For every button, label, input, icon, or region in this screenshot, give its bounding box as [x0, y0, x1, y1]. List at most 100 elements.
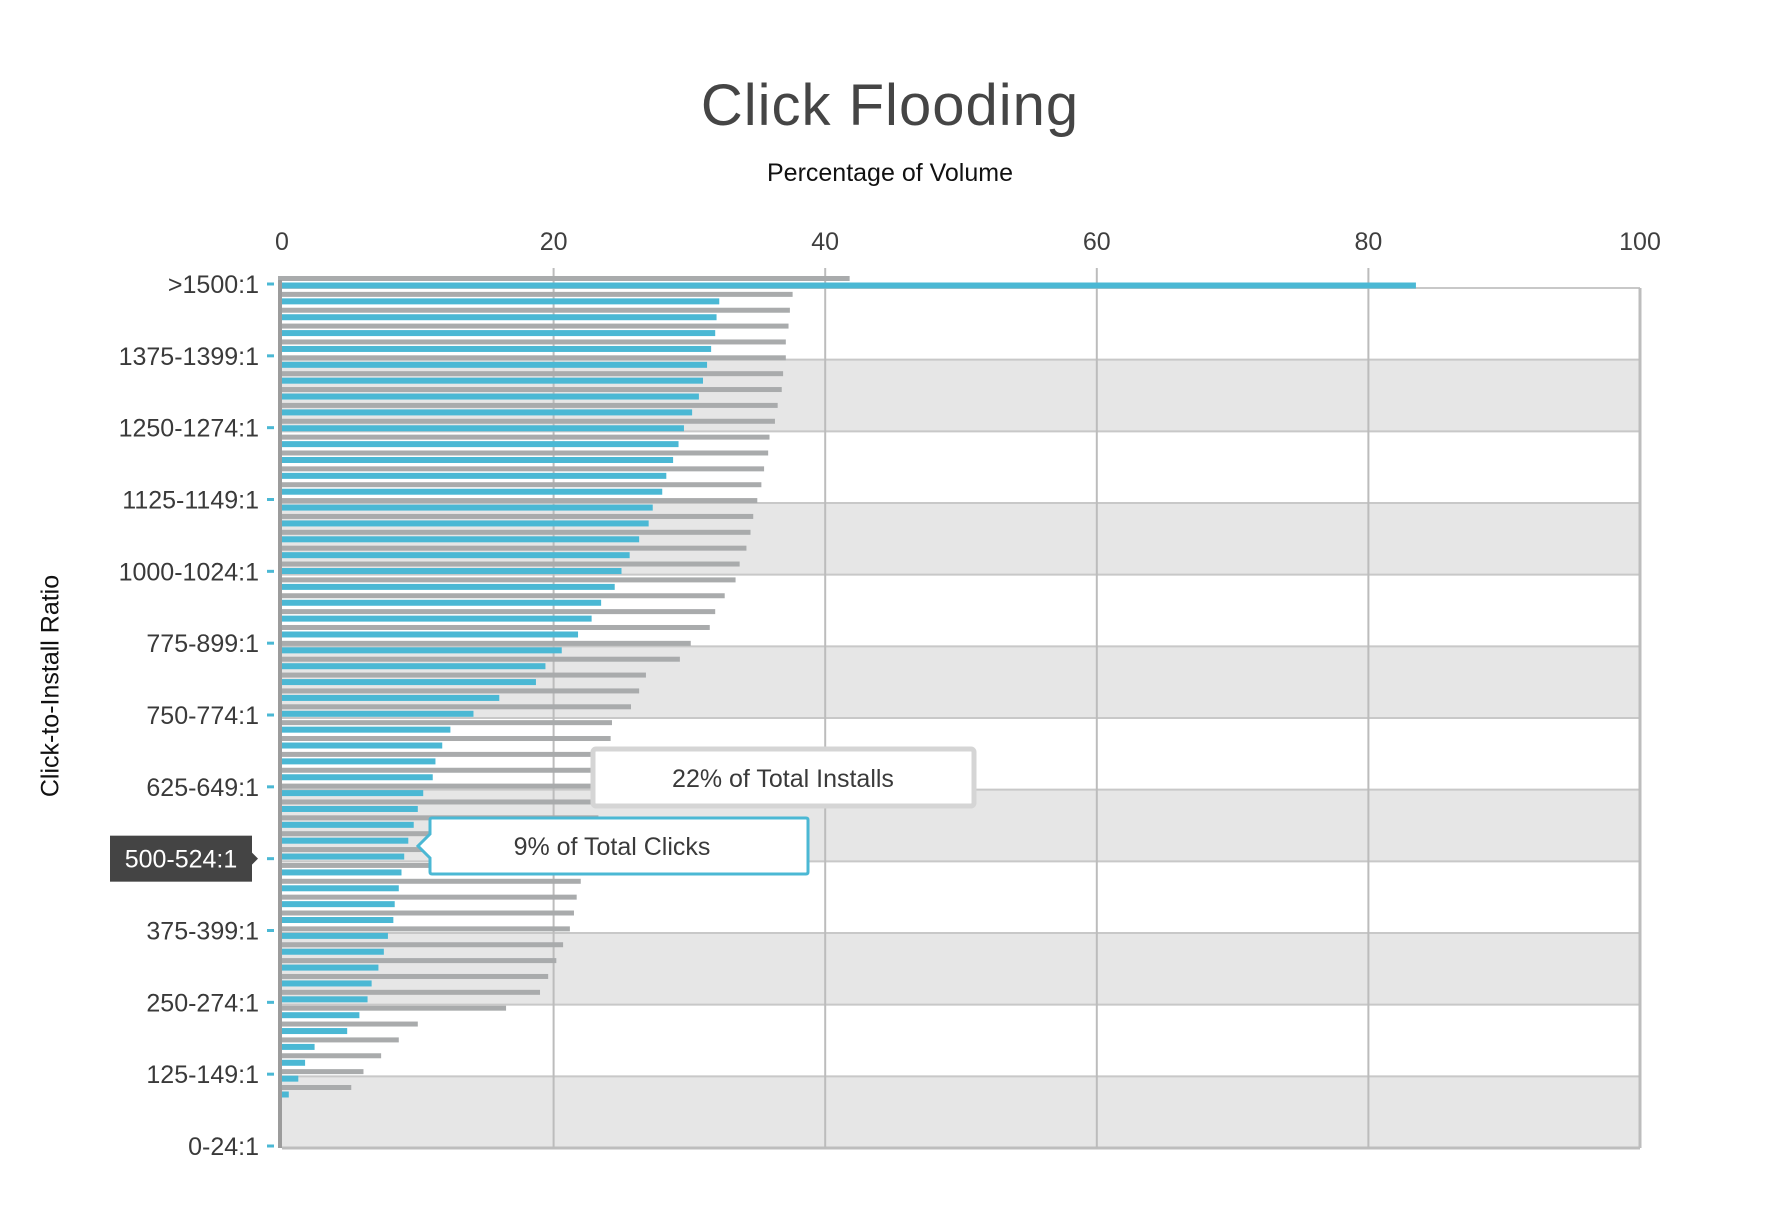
bar-clicks — [278, 704, 632, 710]
bar-installs — [278, 901, 395, 908]
bar-clicks — [278, 751, 608, 757]
callout-clicks — [415, 816, 810, 876]
bar-installs — [278, 710, 474, 717]
y-tick-label: 125-149:1 — [146, 1061, 259, 1089]
bar-installs — [278, 758, 436, 765]
bar-installs — [278, 472, 667, 479]
bar-installs — [278, 282, 1416, 289]
x-tick-label: 40 — [811, 228, 839, 256]
bar-installs — [278, 1059, 306, 1066]
bar-installs — [278, 980, 372, 987]
bar-installs — [278, 821, 414, 828]
bar-clicks — [278, 783, 606, 789]
bar-installs — [278, 932, 388, 939]
bar-installs — [278, 345, 712, 352]
bar-clicks — [278, 1005, 507, 1011]
bar-clicks — [278, 482, 762, 488]
callout-installs — [590, 746, 977, 809]
bar-clicks — [278, 276, 850, 281]
bar-clicks — [278, 624, 710, 630]
bar-installs — [278, 599, 602, 606]
bar-installs — [278, 1028, 348, 1035]
bar-clicks — [278, 529, 751, 535]
bar-clicks — [278, 545, 747, 551]
y-tick-label: 750-774:1 — [146, 702, 259, 730]
bar-clicks — [278, 1085, 352, 1090]
y-tick-highlight — [110, 835, 252, 882]
bar-installs — [278, 409, 693, 416]
bar-installs — [278, 742, 443, 749]
bar-clicks — [278, 1021, 418, 1027]
bar-installs — [278, 917, 394, 924]
y-tick-label: >1500:1 — [168, 271, 259, 299]
bar-clicks — [278, 926, 570, 932]
bar-clicks — [278, 593, 725, 599]
bar-installs — [278, 298, 720, 305]
bar-clicks — [278, 910, 574, 916]
bar-installs — [278, 853, 405, 860]
bar-clicks — [278, 942, 564, 948]
bar-installs — [278, 456, 674, 463]
bar-clicks — [278, 958, 557, 964]
bar-clicks — [278, 894, 577, 900]
bar-installs — [278, 885, 399, 892]
plot-band — [282, 1004, 1640, 1077]
chart-title: Click Flooding — [700, 73, 1080, 138]
bar-clicks — [278, 736, 611, 742]
bar-installs — [278, 948, 384, 955]
bar-installs — [278, 488, 663, 495]
bar-installs — [278, 1043, 315, 1050]
x-tick-label: 0 — [275, 228, 289, 256]
callout-clicks-text: 9% of Total Clicks — [514, 833, 711, 861]
bar-clicks — [278, 1037, 399, 1043]
bar-installs — [278, 393, 699, 400]
x-tick-label: 100 — [1619, 228, 1661, 256]
bar-installs — [278, 1012, 360, 1019]
bar-clicks — [278, 307, 790, 313]
y-tick-label: 1250-1274:1 — [119, 415, 259, 443]
bar-clicks — [278, 434, 770, 440]
x-tick-label: 80 — [1354, 228, 1382, 256]
bar-clicks — [278, 767, 608, 773]
bar-installs — [278, 631, 579, 638]
bar-installs — [278, 377, 703, 384]
bar-installs — [278, 504, 653, 511]
x-axis-label: Percentage of Volume — [767, 159, 1013, 187]
bar-clicks — [278, 640, 691, 646]
y-tick-label: 500-524:1 — [125, 846, 238, 874]
bar-installs — [278, 314, 717, 321]
bar-clicks — [278, 355, 786, 361]
bar-installs — [278, 330, 716, 337]
y-tick-highlight-pointer — [252, 852, 258, 865]
bar-installs — [278, 583, 615, 590]
bar-clicks — [278, 989, 541, 995]
y-tick-label: 0-24:1 — [188, 1133, 259, 1161]
bar-clicks — [278, 339, 786, 345]
plot-band — [282, 1076, 1640, 1148]
bar-installs — [278, 663, 546, 670]
bar-clicks — [278, 402, 778, 408]
bar-clicks — [278, 498, 758, 504]
y-tick-label: 1000-1024:1 — [119, 558, 259, 586]
y-tick-label: 1125-1149:1 — [122, 487, 259, 515]
bar-installs — [278, 774, 433, 781]
bar-clicks — [278, 688, 640, 694]
bar-clicks — [278, 720, 612, 726]
x-tick-label: 60 — [1083, 228, 1111, 256]
y-tick-label: 1375-1399:1 — [119, 343, 259, 371]
bar-clicks — [278, 1069, 364, 1075]
bar-clicks — [278, 371, 784, 377]
bar-installs — [278, 568, 622, 575]
bar-clicks — [278, 609, 716, 615]
bar-clicks — [278, 672, 646, 678]
bar-clicks — [278, 387, 782, 393]
bar-installs — [278, 441, 679, 448]
y-tick-label: 625-649:1 — [146, 774, 259, 802]
bar-installs — [278, 869, 402, 876]
bar-clicks — [278, 450, 769, 456]
bar-installs — [278, 536, 640, 543]
bar-installs — [278, 964, 379, 971]
bar-clicks — [278, 973, 549, 979]
bar-clicks — [278, 466, 765, 472]
